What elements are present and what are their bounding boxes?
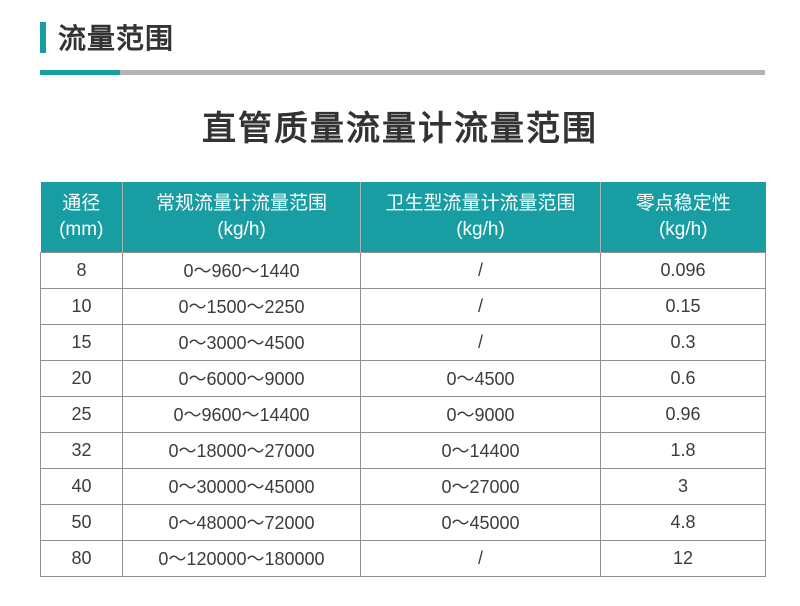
flow-range-table: 通径 (mm) 常规流量计流量范围 (kg/h) 卫生型流量计流量范围 (kg/… xyxy=(40,182,766,577)
table-cell: 80 xyxy=(40,539,123,577)
table-cell: 12 xyxy=(600,539,766,577)
table-cell: 32 xyxy=(40,431,123,469)
table-row: 8 0～960～1440 / 0.096 xyxy=(40,251,766,289)
table-cell: 0～45000 xyxy=(360,503,601,541)
table-cell: 0～4500 xyxy=(360,359,601,397)
column-header-label: 卫生型流量计流量范围 xyxy=(385,193,576,215)
column-header-unit: (mm) xyxy=(59,218,104,240)
column-header-sanitary-range: 卫生型流量计流量范围 (kg/h) xyxy=(360,182,601,252)
column-header-zero-stability: 零点稳定性 (kg/h) xyxy=(600,182,766,252)
column-header-label: 常规流量计流量范围 xyxy=(155,193,327,215)
column-header-unit: (kg/h) xyxy=(456,218,505,240)
table-cell: 1.8 xyxy=(600,431,766,469)
table-cell: / xyxy=(360,251,601,289)
divider-accent-segment xyxy=(40,70,120,75)
table-header: 通径 (mm) 常规流量计流量范围 (kg/h) 卫生型流量计流量范围 (kg/… xyxy=(40,182,766,252)
column-header-unit: (kg/h) xyxy=(658,218,708,240)
table-cell: 10 xyxy=(40,287,123,325)
table-cell: 0～3000～4500 xyxy=(122,323,361,361)
table-cell: 0.096 xyxy=(600,251,766,289)
table-cell: 20 xyxy=(40,359,123,397)
table-cell: 0.15 xyxy=(600,287,766,325)
table-cell: 4.8 xyxy=(600,503,766,541)
table-cell: 0～120000～180000 xyxy=(122,539,361,577)
table-row: 50 0～48000～72000 0～45000 4.8 xyxy=(40,503,766,541)
table-row: 25 0～9600～14400 0～9000 0.96 xyxy=(40,395,766,433)
table-cell: 25 xyxy=(40,395,123,433)
table-cell: 8 xyxy=(40,251,123,289)
column-header-unit: (kg/h) xyxy=(217,218,266,240)
table-cell: 40 xyxy=(40,467,123,505)
table-cell: 3 xyxy=(600,467,766,505)
table-body: 8 0～960～1440 / 0.096 10 0～1500～2250 / 0.… xyxy=(40,251,766,577)
table-header-row: 通径 (mm) 常规流量计流量范围 (kg/h) 卫生型流量计流量范围 (kg/… xyxy=(40,182,766,252)
table-cell: 0.3 xyxy=(600,323,766,361)
section-divider xyxy=(40,70,765,75)
table-cell: 0～18000～27000 xyxy=(122,431,361,469)
table-cell: 0～48000～72000 xyxy=(122,503,361,541)
table-cell: / xyxy=(360,539,601,577)
table-cell: 0～1500～2250 xyxy=(122,287,361,325)
table-cell: 0～9000 xyxy=(360,395,601,433)
table-row: 40 0～30000～45000 0～27000 3 xyxy=(40,467,766,505)
column-header-diameter: 通径 (mm) xyxy=(40,182,123,252)
table-cell: / xyxy=(360,287,601,325)
column-header-label: 通径 xyxy=(62,193,101,215)
section-header: 流量范围 xyxy=(40,20,174,54)
table-cell: 15 xyxy=(40,323,123,361)
table-row: 15 0～3000～4500 / 0.3 xyxy=(40,323,766,361)
table-cell: 0.6 xyxy=(600,359,766,397)
table-cell: 0～6000～9000 xyxy=(122,359,361,397)
table-cell: 0～14400 xyxy=(360,431,601,469)
table-cell: 0～30000～45000 xyxy=(122,467,361,505)
table-cell: 0～960～1440 xyxy=(122,251,361,289)
table-row: 32 0～18000～27000 0～14400 1.8 xyxy=(40,431,766,469)
table-cell: 0.96 xyxy=(600,395,766,433)
table-row: 80 0～120000～180000 / 12 xyxy=(40,539,766,577)
column-header-label: 零点稳定性 xyxy=(635,193,731,215)
table-cell: / xyxy=(360,323,601,361)
table-cell: 0～9600～14400 xyxy=(122,395,361,433)
column-header-standard-range: 常规流量计流量范围 (kg/h) xyxy=(122,182,361,252)
table-cell: 0～27000 xyxy=(360,467,601,505)
table-cell: 50 xyxy=(40,503,123,541)
accent-bar xyxy=(40,21,46,53)
section-heading: 流量范围 xyxy=(58,23,175,54)
table-row: 10 0～1500～2250 / 0.15 xyxy=(40,287,766,325)
page-title: 直管质量流量计流量范围 xyxy=(202,110,598,148)
table-row: 20 0～6000～9000 0～4500 0.6 xyxy=(40,359,766,397)
